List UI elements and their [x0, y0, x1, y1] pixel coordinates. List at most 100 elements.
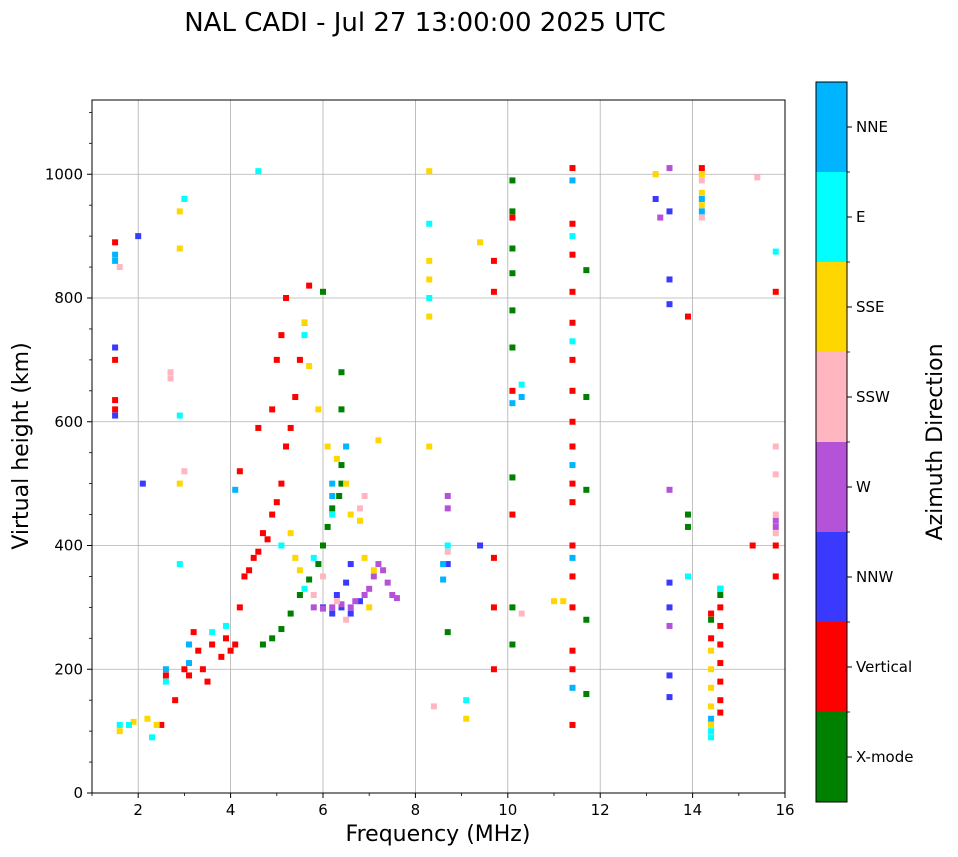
data-point [112, 344, 119, 351]
data-point [167, 369, 174, 376]
data-point [278, 480, 285, 487]
colorbar-segment [816, 532, 847, 622]
grid [92, 100, 785, 793]
data-point [698, 165, 705, 172]
data-point [112, 239, 119, 246]
data-point [162, 678, 169, 685]
data-point [278, 626, 285, 633]
data-point [273, 356, 280, 363]
data-point [509, 307, 516, 314]
data-point [283, 443, 290, 450]
data-point [569, 604, 576, 611]
data-point [509, 214, 516, 221]
data-point [380, 567, 387, 574]
data-point [444, 542, 451, 549]
data-point [772, 288, 779, 295]
y-tick-label: 600 [54, 413, 83, 431]
data-point [366, 604, 373, 611]
data-point [772, 517, 779, 524]
data-point [186, 641, 193, 648]
data-point [518, 610, 525, 617]
x-tick-label: 10 [498, 801, 517, 819]
data-point [772, 511, 779, 518]
data-point [444, 561, 451, 568]
y-tick-label: 1000 [45, 165, 83, 183]
data-point [181, 196, 188, 202]
data-point [509, 270, 516, 277]
data-point [560, 598, 567, 605]
data-point [195, 647, 202, 654]
colorbar-frame [815, 81, 848, 803]
data-point [444, 505, 451, 512]
data-point [426, 276, 433, 283]
data-point [125, 721, 132, 728]
data-point [569, 666, 576, 673]
data-point [708, 721, 715, 728]
data-point [329, 604, 336, 611]
data-point [320, 288, 326, 295]
data-point [167, 375, 174, 382]
data-point [393, 595, 400, 602]
data-point [666, 672, 673, 679]
data-point [477, 239, 484, 246]
data-point [320, 573, 326, 580]
data-point [153, 721, 160, 728]
data-point [698, 208, 705, 215]
data-point [190, 629, 197, 636]
data-point [666, 604, 673, 611]
data-point [338, 462, 345, 469]
data-point [112, 406, 119, 413]
data-point [278, 332, 285, 339]
data-point [158, 721, 165, 728]
data-point [370, 567, 377, 574]
data-point [361, 554, 368, 561]
y-tick-label: 0 [73, 784, 83, 802]
data-point [181, 468, 188, 475]
data-point [259, 641, 266, 648]
data-point [509, 474, 516, 481]
data-point [232, 486, 239, 493]
data-point [384, 579, 391, 586]
data-point [356, 505, 363, 512]
data-point [708, 635, 715, 642]
data-point [162, 666, 169, 673]
data-point [315, 561, 322, 568]
data-point [430, 703, 437, 710]
data-point [583, 267, 590, 274]
data-point [232, 641, 239, 648]
data-point [666, 276, 673, 283]
colorbar-segment [816, 712, 847, 802]
data-point [375, 437, 382, 444]
data-point [772, 471, 779, 478]
data-point [301, 585, 308, 592]
data-point [444, 493, 451, 499]
data-point [296, 356, 303, 363]
data-point [698, 202, 705, 209]
data-point [116, 728, 123, 735]
y-tick-label: 400 [54, 537, 83, 555]
data-point [490, 257, 497, 264]
colorbar-tick-label: W [856, 478, 871, 496]
data-point [569, 288, 576, 295]
data-point [569, 554, 576, 561]
x-axis-label: Frequency (MHz) [346, 822, 531, 847]
colorbar-segment [816, 442, 847, 532]
data-point [375, 561, 382, 568]
data-point [569, 443, 576, 450]
y-axis-label: Virtual height (km) [9, 342, 34, 549]
data-point [772, 443, 779, 450]
data-point [583, 486, 590, 493]
data-points [112, 165, 779, 741]
data-point [749, 542, 756, 549]
data-point [666, 165, 673, 172]
data-point [176, 480, 183, 487]
data-point [172, 697, 179, 704]
x-axis: 2 4 6 8 10 12 14 16 [91, 793, 795, 819]
data-point [287, 610, 294, 617]
data-point [698, 177, 705, 184]
data-point [329, 610, 336, 617]
data-point [112, 397, 119, 404]
data-point [569, 220, 576, 227]
data-point [116, 721, 123, 728]
